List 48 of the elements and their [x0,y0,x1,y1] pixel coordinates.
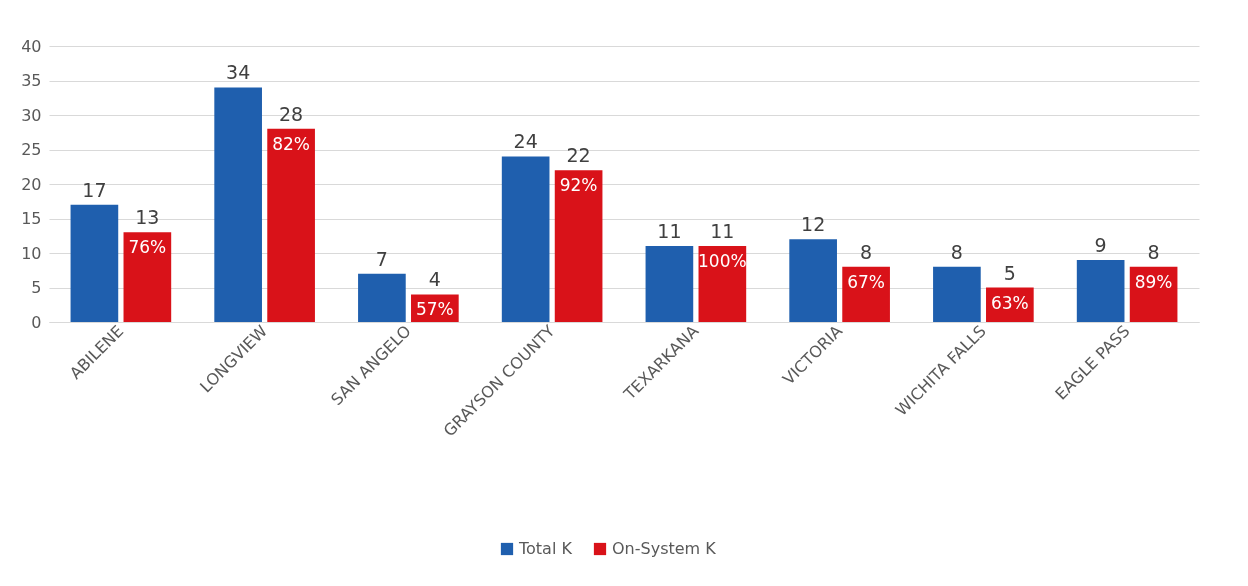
y-tick-label: 0 [31,312,42,332]
legend-label: On-System K [612,539,717,558]
annotation: 67% [847,271,885,292]
data-label: 34 [226,61,251,84]
bar [214,87,262,322]
y-tick-label: 25 [21,140,42,159]
bar [267,128,315,322]
data-label: 22 [566,144,591,167]
bar [501,156,550,322]
data-label: 17 [82,178,107,201]
y-tick-label: 20 [21,174,42,194]
y-tick-label: 15 [21,209,42,228]
bar [123,232,172,322]
y-tick-label: 40 [21,36,42,56]
annotation: 63% [990,292,1029,313]
legend-label: Total K [518,539,573,558]
bar [933,266,981,322]
annotation: 76% [128,237,167,258]
bar [645,246,694,322]
y-tick-label: 10 [21,243,42,263]
bar [842,266,890,322]
y-tick-label: 5 [31,278,42,297]
bar [554,170,603,322]
data-label: 8 [860,240,873,263]
data-label: 24 [513,130,538,153]
y-tick-label: 30 [21,105,42,125]
bar [1076,259,1125,322]
data-label: 11 [710,220,735,243]
data-label: 4 [428,268,441,291]
data-label: 12 [801,213,826,236]
data-label: 13 [135,206,160,229]
bar [698,246,747,322]
data-label: 9 [1094,233,1107,256]
annotation: 100% [698,251,747,272]
data-label: 5 [1003,261,1016,284]
annotation: 57% [415,299,454,320]
data-label: 8 [1147,240,1160,263]
data-label: 11 [657,220,682,243]
y-tick-label: 35 [21,71,42,90]
annotation: 89% [1134,271,1173,292]
data-label: 8 [950,240,963,263]
annotation: 82% [272,133,310,154]
bar [70,204,119,322]
bar [789,239,837,322]
data-label: 28 [279,102,304,125]
bar [358,273,406,322]
annotation: 92% [559,175,598,196]
data-label: 7 [375,247,388,270]
